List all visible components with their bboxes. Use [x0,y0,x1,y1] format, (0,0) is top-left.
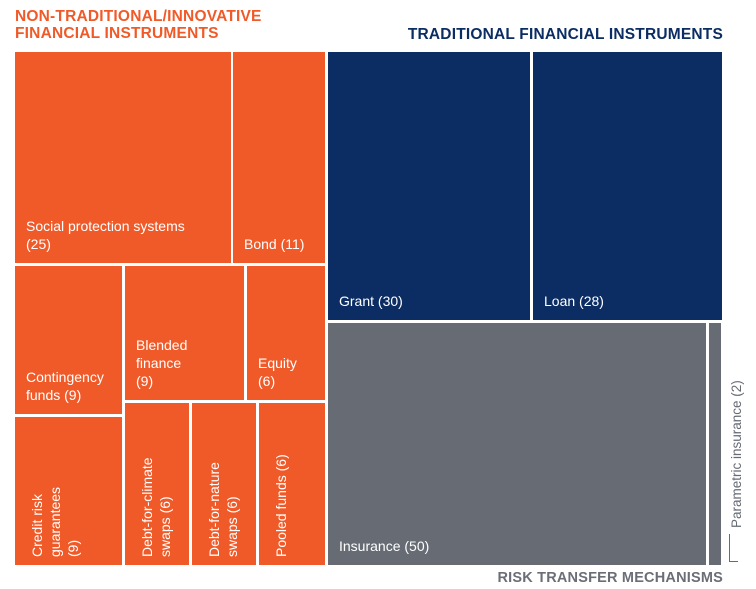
cell-label-equity: Equity (6) [258,355,297,389]
treemap-cell-debt-for-nature-swaps: Debt-for-nature swaps (6) [192,403,256,565]
cell-label-credit-risk-guarantees: Credit risk guarantees (9) [29,486,81,557]
treemap-cell-equity: Equity (6) [247,266,325,400]
treemap-cell-grant: Grant (30) [328,52,530,320]
parametric-insurance-leader-line [729,534,738,562]
cell-label-parametric-insurance: Parametric insurance (2) [729,380,744,528]
treemap-cell-pooled-funds: Pooled funds (6) [259,403,325,565]
cell-label-social-protection-systems: Social protection systems (25) [26,218,185,252]
cell-label-loan: Loan (28) [544,293,604,309]
cell-label-insurance: Insurance (50) [339,538,430,554]
non-traditional-group-title: NON-TRADITIONAL/INNOVATIVE FINANCIAL INS… [15,8,262,42]
treemap-cell-credit-risk-guarantees: Credit risk guarantees (9) [15,417,122,565]
treemap-cell-blended-finance: Blended finance (9) [125,266,244,400]
treemap-cell-social-protection-systems: Social protection systems (25) [15,52,231,263]
cell-label-debt-for-climate-swaps: Debt-for-climate swaps (6) [139,457,173,557]
treemap-cell-insurance: Insurance (50) [328,323,706,565]
non-traditional-title-line1: NON-TRADITIONAL/INNOVATIVE [15,8,262,25]
cell-label-contingency-funds: Contingency funds (9) [26,369,104,403]
risk-transfer-group-title: RISK TRANSFER MECHANISMS [497,570,723,586]
traditional-group-title: TRADITIONAL FINANCIAL INSTRUMENTS [407,26,723,43]
treemap-cell-debt-for-climate-swaps: Debt-for-climate swaps (6) [125,403,189,565]
cell-label-grant: Grant (30) [339,293,403,309]
treemap-cell-contingency-funds: Contingency funds (9) [15,266,122,414]
cell-label-bond: Bond (11) [244,236,305,252]
treemap-cell-parametric-insurance [709,323,721,565]
treemap-cell-loan: Loan (28) [533,52,722,320]
cell-label-debt-for-nature-swaps: Debt-for-nature swaps (6) [206,462,240,557]
cell-label-pooled-funds: Pooled funds (6) [273,454,289,557]
non-traditional-title-line2: FINANCIAL INSTRUMENTS [15,25,219,42]
cell-label-blended-finance: Blended finance (9) [136,337,188,389]
treemap-cell-bond: Bond (11) [233,52,325,263]
